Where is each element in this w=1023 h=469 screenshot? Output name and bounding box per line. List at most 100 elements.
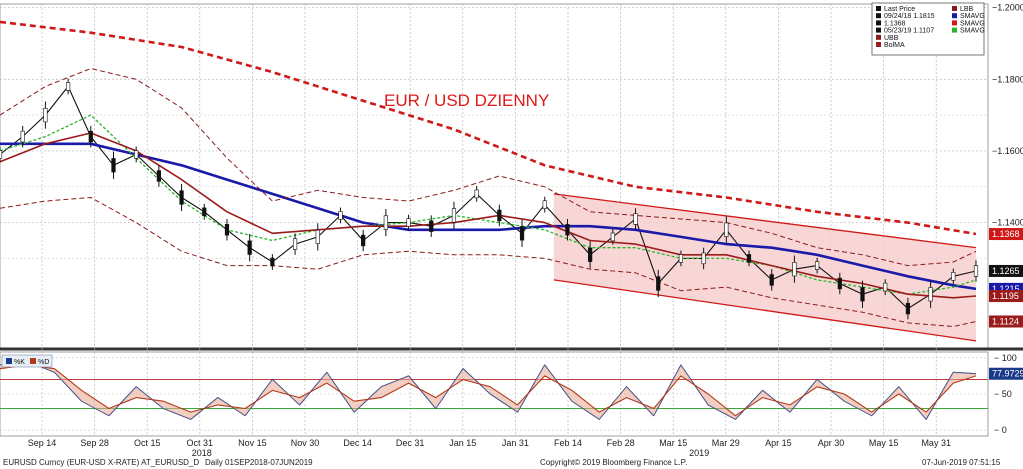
osc-fill-area — [0, 361, 976, 420]
footer-timestamp: 07-Jun-2019 07:51:15 — [922, 458, 1001, 467]
price-candle-body — [746, 254, 752, 263]
trend-channel-fill — [553, 193, 976, 341]
osc-tick-label: − 50 — [994, 389, 1012, 399]
osc-tick-label: − 0 — [994, 425, 1007, 435]
price-candle-body — [134, 150, 139, 159]
price-candle-body — [769, 274, 774, 286]
chart-title: EUR / USD DZIENNY — [384, 91, 549, 110]
x-tick-label: Oct 15 — [134, 438, 161, 448]
price-candle-body — [406, 218, 411, 227]
x-tick-label: Nov 15 — [238, 438, 267, 448]
price-candle-body — [338, 211, 343, 220]
price-candle-body — [111, 158, 116, 173]
x-year-label: 2019 — [689, 448, 709, 458]
x-tick-label: Dec 14 — [343, 438, 372, 448]
footer-copyright: Copyright© 2019 Bloomberg Finance L.P. — [540, 458, 687, 467]
legend-label: SMAVG — [960, 20, 985, 27]
trend-channel-lower-line — [553, 279, 977, 342]
oscillator-layer — [0, 360, 977, 420]
value-tag-label: 1.1195 — [992, 291, 1019, 301]
price-candle-body — [65, 82, 71, 91]
price-candle-body — [701, 252, 706, 265]
value-tag — [989, 367, 1023, 380]
price-candle-body — [43, 107, 48, 123]
price-candle-body — [973, 265, 979, 277]
price-candle-body — [860, 287, 865, 302]
price-candle-body — [565, 224, 570, 236]
price-candle-body — [678, 254, 684, 263]
legend-label: Last Price — [884, 6, 915, 13]
x-tick-label: May 15 — [869, 438, 899, 448]
legend-swatch — [876, 20, 881, 26]
axis-layer: Sep 14 Sep 28 Oct 15 Oct 31 Nov 15 Nov 30 Dec … — [28, 3, 1023, 458]
x-tick-label: Mar 15 — [659, 438, 687, 448]
legend-label: 1.1368 — [884, 20, 906, 27]
value-tag-label: 1.1124 — [992, 316, 1019, 326]
legend-label: LBB — [960, 6, 974, 13]
footer: EURUSD Curncy (EUR-USD X-RATE) AT_EURUSD… — [3, 458, 1001, 467]
price-candle-body — [497, 209, 502, 222]
x-year-label: 2018 — [192, 448, 212, 458]
legend-label: SMAVG — [960, 28, 985, 35]
x-tick-label: Oct 31 — [187, 438, 214, 448]
x-tick-label: Dec 31 — [396, 438, 425, 448]
osc-legend-k-swatch — [6, 358, 12, 364]
legend-swatch — [952, 20, 957, 26]
price-candle-body — [815, 261, 820, 270]
osc-tick-label: − 100 — [994, 353, 1017, 363]
price-candle-body — [883, 282, 888, 292]
x-tick-label: Jan 31 — [502, 438, 529, 448]
price-candle-body — [519, 226, 525, 241]
x-tick-label: May 31 — [921, 438, 951, 448]
price-candle-body — [429, 220, 434, 232]
value-tag — [989, 315, 1023, 328]
price-candle-body — [383, 215, 388, 230]
price-candle-body — [633, 213, 638, 225]
series-line--d — [0, 364, 977, 417]
osc-legend-k-label: %K — [14, 359, 25, 366]
osc-legend-d-swatch — [30, 358, 36, 364]
legend-label: 09/24/18 1.1815 — [884, 13, 935, 20]
legend-label: SMAVG — [960, 13, 985, 20]
price-candle-body — [0, 150, 3, 159]
legend-swatch — [876, 6, 881, 11]
value-tag-label: 1.1265 — [992, 266, 1020, 276]
price-candle-body — [361, 234, 366, 247]
x-tick-label: Apr 30 — [818, 438, 845, 448]
legend-swatch — [952, 27, 957, 33]
price-candle-body — [156, 170, 161, 182]
price-candle-body — [792, 262, 797, 277]
legend-label: UBB — [884, 35, 899, 42]
x-tick-label: Sep 28 — [80, 438, 109, 448]
price-candle-body — [724, 222, 729, 237]
legend-label: BolMA — [884, 42, 905, 49]
osc-legend-d-label: %D — [38, 359, 49, 366]
x-tick-label: Apr 15 — [765, 438, 792, 448]
price-candle-body — [292, 238, 298, 250]
series-line-ubb — [0, 68, 977, 267]
series-line-smavg-1 — [0, 142, 977, 291]
series-line-lbb — [0, 197, 977, 327]
price-candle-body — [656, 276, 661, 291]
price-candle-body — [247, 240, 252, 255]
price-candle-body — [202, 207, 207, 217]
price-candle-body — [315, 229, 320, 245]
oscillator-panel-border — [0, 351, 989, 437]
oscillator-legend: %K %D — [1, 354, 53, 368]
series-line-last-price — [0, 85, 977, 310]
price-candle-body — [451, 208, 457, 223]
price-candle-body — [905, 302, 911, 315]
price-candle-body — [270, 257, 275, 267]
value-tag — [989, 290, 1023, 303]
x-tick-label: Jan 15 — [449, 438, 476, 448]
legend-swatch — [876, 34, 881, 40]
legend-swatch — [952, 6, 957, 11]
price-candle-body — [588, 247, 593, 262]
price-candle-body — [179, 190, 184, 205]
value-tag-label: 77.9729 — [992, 369, 1023, 379]
price-candle-body — [20, 130, 25, 143]
price-candle-body — [928, 287, 933, 302]
price-series-layer — [0, 20, 979, 327]
